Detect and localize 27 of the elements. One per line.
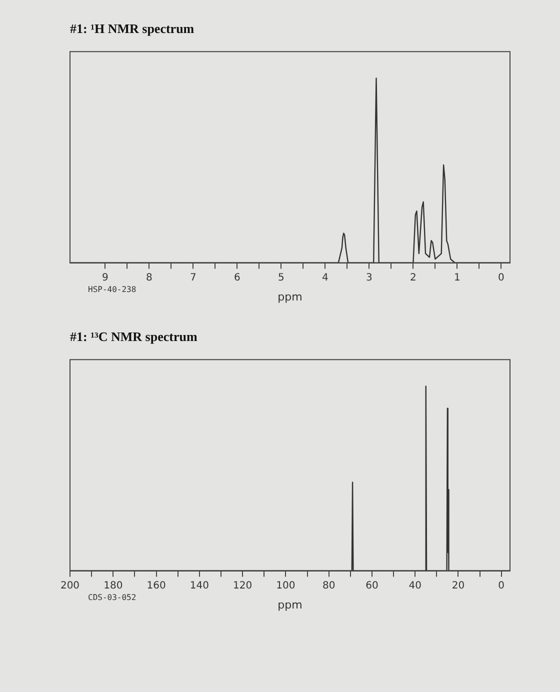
x-tick-label: 80 xyxy=(322,580,336,592)
x-tick-label: 7 xyxy=(190,272,196,284)
x-tick-label: 100 xyxy=(276,580,296,592)
x-axis-title: ppm xyxy=(278,598,302,612)
x-tick-label: 6 xyxy=(234,272,240,284)
x-tick-label: 180 xyxy=(104,580,123,592)
x-tick-label: 4 xyxy=(322,272,328,284)
x-tick-label: 2 xyxy=(410,272,416,284)
chart-title: #1: ¹H NMR spectrum xyxy=(70,21,194,36)
x-tick-label: 200 xyxy=(60,580,80,592)
x-tick-label: 160 xyxy=(146,580,166,592)
x-tick-label: 60 xyxy=(366,580,378,592)
text: CDS-03-052 xyxy=(88,593,136,602)
x-tick-label: 8 xyxy=(146,272,152,284)
x-tick-label: 0 xyxy=(498,272,504,284)
x-tick-label: 0 xyxy=(498,580,505,592)
x-tick-label: 40 xyxy=(408,580,422,592)
chart-title: #1: ¹³C NMR spectrum xyxy=(70,329,198,344)
x-tick-label: 9 xyxy=(102,272,108,284)
x-tick-label: 20 xyxy=(452,580,465,592)
x-tick-label: 1 xyxy=(454,272,460,284)
x-tick-label: 120 xyxy=(233,580,252,592)
x-tick-label: 3 xyxy=(366,272,372,284)
x-tick-label: 140 xyxy=(190,580,209,592)
text: HSP-40-238 xyxy=(88,285,136,294)
x-axis-title: ppm xyxy=(278,290,302,304)
x-tick-label: 5 xyxy=(278,272,284,284)
